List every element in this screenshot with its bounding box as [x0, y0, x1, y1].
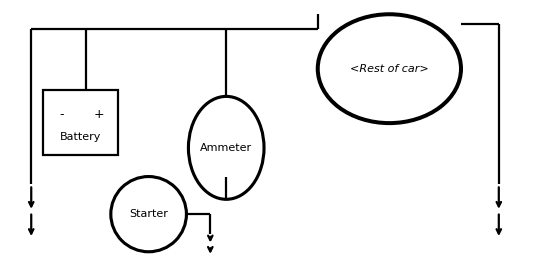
Text: Battery: Battery [60, 132, 101, 142]
Text: +: + [94, 108, 104, 121]
Text: Ammeter: Ammeter [200, 143, 252, 153]
Text: -: - [60, 108, 64, 121]
Bar [43, 91, 118, 155]
Ellipse shape [188, 96, 264, 199]
Ellipse shape [318, 14, 461, 123]
Text: <Rest of car>: <Rest of car> [350, 64, 429, 74]
Ellipse shape [111, 176, 186, 252]
Text: Starter: Starter [129, 209, 168, 219]
